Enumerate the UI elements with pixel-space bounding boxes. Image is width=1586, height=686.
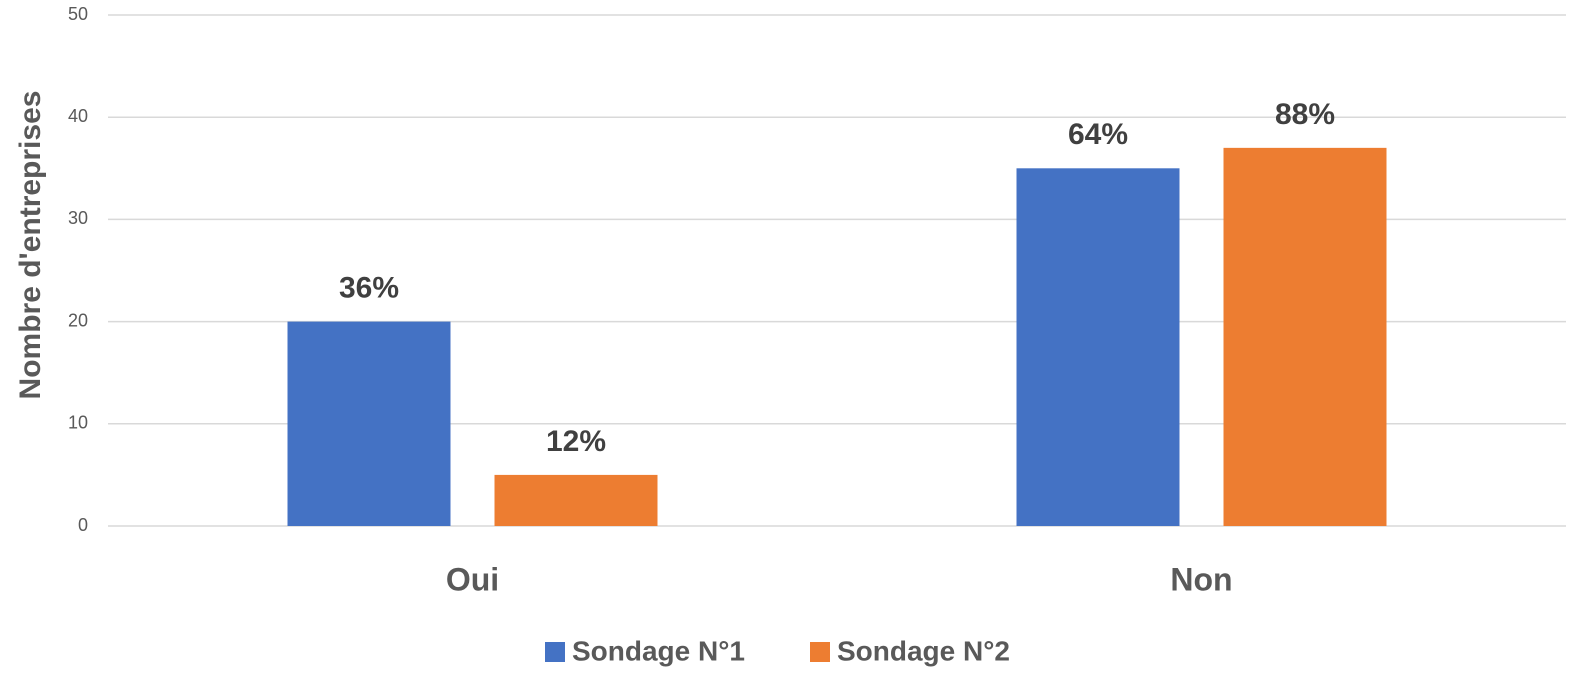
y-tick-label: 10 xyxy=(68,413,88,433)
y-tick-label: 20 xyxy=(68,310,88,330)
x-tick-label: Oui xyxy=(446,561,499,597)
bar xyxy=(1223,147,1387,527)
y-tick-label: 30 xyxy=(68,208,88,228)
y-tick-label: 0 xyxy=(78,515,88,535)
legend-label: Sondage N°1 xyxy=(572,635,745,666)
bar xyxy=(1016,168,1180,527)
y-axis-title: Nombre d'entreprises xyxy=(14,91,47,400)
bar xyxy=(494,474,658,526)
legend-swatch xyxy=(545,642,565,662)
data-label: 36% xyxy=(339,272,399,305)
data-label: 12% xyxy=(546,425,606,458)
data-label: 64% xyxy=(1068,118,1128,151)
bar xyxy=(287,321,451,526)
y-tick-label: 40 xyxy=(68,106,88,126)
x-tick-label: Non xyxy=(1170,561,1232,597)
data-label: 88% xyxy=(1275,98,1335,131)
legend-swatch xyxy=(810,642,830,662)
y-tick-label: 50 xyxy=(68,4,88,24)
legend-label: Sondage N°2 xyxy=(837,635,1010,666)
